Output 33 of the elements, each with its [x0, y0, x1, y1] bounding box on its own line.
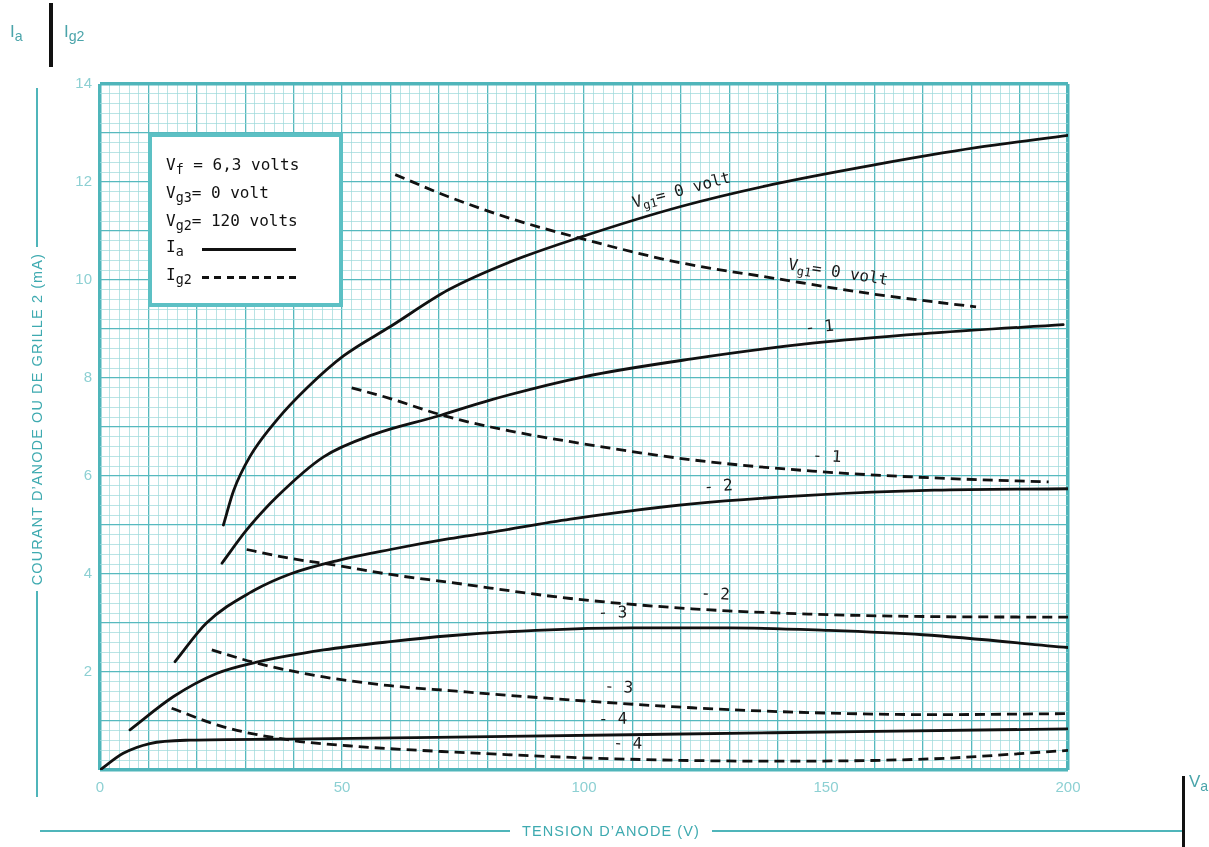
annotation: - 4	[613, 733, 643, 753]
annotation: - 2	[703, 475, 734, 497]
text: I$_{g2}$	[64, 22, 85, 47]
y-tick-label: 10	[75, 270, 92, 288]
annotation: V$_{f}$ = 6,3 volts	[166, 155, 300, 178]
y-tick-label: 8	[83, 368, 92, 386]
annotation: - 3	[603, 676, 634, 697]
annotation: - 3	[598, 602, 628, 622]
y-tick-label: 14	[75, 74, 92, 92]
annotation: - 1	[804, 315, 835, 338]
x-tick-label: 0	[95, 778, 105, 796]
y-tick-label: 4	[83, 564, 92, 582]
x-tick-label: 150	[813, 778, 839, 796]
annotation: - 2	[700, 583, 731, 604]
y-tick-label: 2	[83, 662, 92, 680]
annotation: - 1	[812, 445, 843, 467]
legend-label: I$_{g2}$	[166, 264, 193, 290]
line-series	[393, 173, 978, 309]
text: I$_{a}$	[10, 22, 23, 47]
y-axis-title: COURANT D’ANODE OU DE GRILLE 2 (mA)	[29, 252, 45, 585]
annotation: Vg1= 0 volt	[630, 167, 733, 213]
text: V$_{a}$	[1189, 772, 1209, 797]
line-series	[128, 626, 1068, 732]
annotation: V$_{g3}$= 0 volt	[166, 183, 269, 206]
x-tick-label: 100	[571, 778, 597, 796]
annotation: V$_{g2}$= 120 volts	[166, 211, 298, 234]
text: I$_{a}$	[166, 236, 185, 262]
annotation: Vg1= 0 volt	[786, 254, 890, 290]
x-tick-label: 200	[1055, 778, 1081, 796]
x-tick-label: 50	[333, 778, 351, 796]
y-tick-label: 12	[75, 172, 92, 190]
x-axis-title: TENSION D’ANODE (V)	[522, 823, 700, 839]
y-tick-label: 6	[83, 466, 92, 484]
